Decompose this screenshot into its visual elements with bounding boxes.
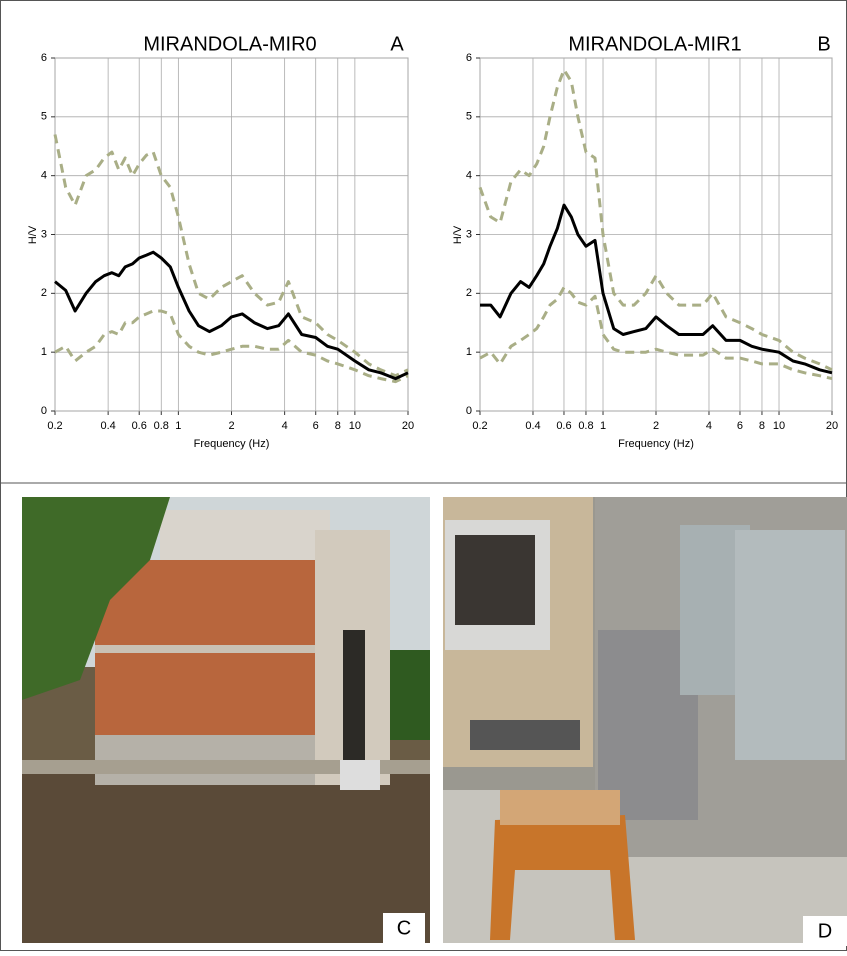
x-tick-label: 10 xyxy=(349,420,361,432)
y-tick-label: 0 xyxy=(41,405,47,417)
photo-c xyxy=(22,497,430,943)
x-tick-label: 10 xyxy=(773,420,785,432)
y-axis-label: H/V xyxy=(27,225,39,244)
x-tick-label: 6 xyxy=(737,420,743,432)
x-tick-label: 0.6 xyxy=(556,420,571,432)
x-axis-label: Frequency (Hz) xyxy=(618,438,694,450)
x-tick-label: 0.4 xyxy=(525,420,540,432)
x-tick-label: 2 xyxy=(228,420,234,432)
x-tick-label: 8 xyxy=(335,420,341,432)
y-tick-label: 6 xyxy=(466,52,472,64)
x-tick-label: 20 xyxy=(402,420,414,432)
y-tick-label: 4 xyxy=(41,170,47,182)
y-tick-label: 1 xyxy=(466,346,472,358)
y-tick-label: 6 xyxy=(41,52,47,64)
y-tick-label: 2 xyxy=(41,287,47,299)
y-tick-label: 0 xyxy=(466,405,472,417)
data-line xyxy=(53,134,409,378)
x-tick-label: 0.8 xyxy=(154,420,169,432)
x-tick-label: 20 xyxy=(826,420,838,432)
y-tick-label: 3 xyxy=(466,228,472,240)
y-tick-label: 5 xyxy=(466,111,472,123)
x-tick-label: 0.8 xyxy=(578,420,593,432)
x-tick-label: 1 xyxy=(175,420,181,432)
y-tick-label: 4 xyxy=(466,170,472,182)
panel-label: B xyxy=(817,33,830,55)
data-line xyxy=(479,285,833,381)
x-tick-label: 0.2 xyxy=(472,420,487,432)
data-line xyxy=(480,203,833,375)
x-tick-label: 1 xyxy=(600,420,606,432)
y-axis-label: H/V xyxy=(452,225,464,244)
x-axis-label: Frequency (Hz) xyxy=(194,438,270,450)
y-tick-label: 2 xyxy=(466,287,472,299)
x-tick-label: 4 xyxy=(282,420,288,432)
x-tick-label: 0.6 xyxy=(132,420,147,432)
x-tick-label: 4 xyxy=(706,420,712,432)
chart-title: MIRANDOLA-MIR1 xyxy=(568,33,741,55)
chart-title: MIRANDOLA-MIR0 xyxy=(143,33,316,55)
data-line xyxy=(54,250,409,381)
label-box xyxy=(803,916,847,946)
x-tick-label: 0.2 xyxy=(47,420,62,432)
x-tick-label: 6 xyxy=(313,420,319,432)
y-tick-label: 5 xyxy=(41,111,47,123)
x-tick-label: 0.4 xyxy=(100,420,115,432)
panel-label: D xyxy=(818,920,832,942)
y-tick-label: 3 xyxy=(41,228,47,240)
data-line xyxy=(54,309,409,384)
label-box xyxy=(383,913,425,943)
panel-label: C xyxy=(397,917,411,939)
x-tick-label: 8 xyxy=(759,420,765,432)
x-tick-label: 2 xyxy=(653,420,659,432)
photo-d xyxy=(443,497,847,943)
panel-label: A xyxy=(390,33,404,55)
data-line xyxy=(478,68,833,372)
y-tick-label: 1 xyxy=(41,346,47,358)
